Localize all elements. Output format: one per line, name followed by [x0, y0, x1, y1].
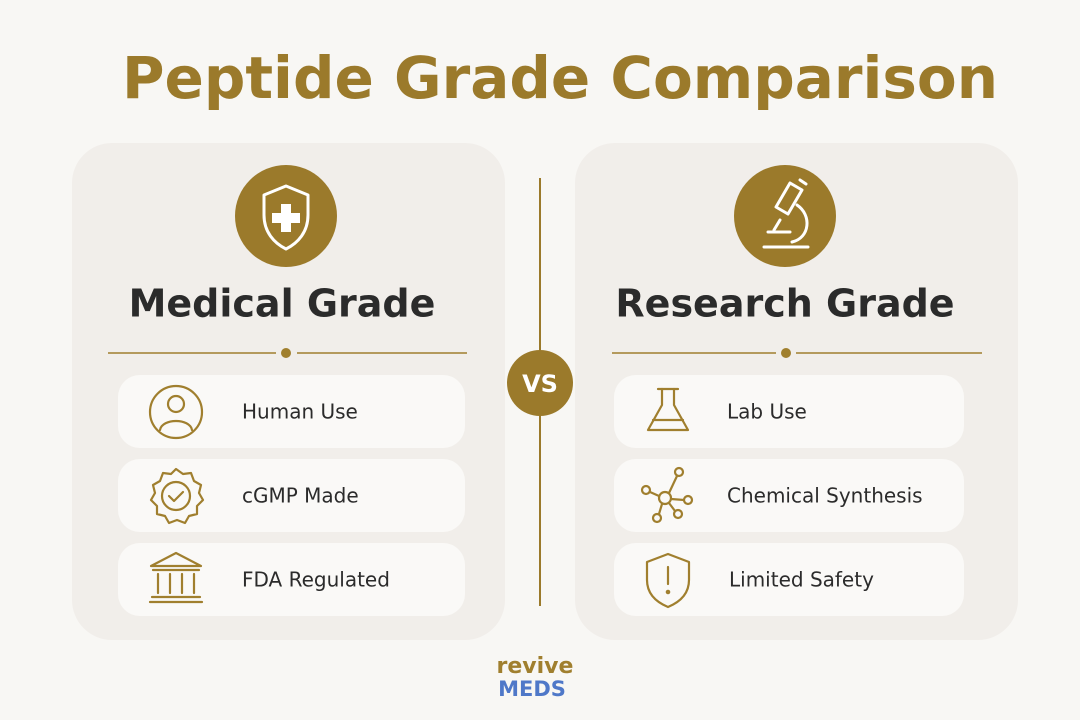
item-card — [118, 375, 465, 448]
person-icon — [148, 384, 204, 440]
flask-icon — [646, 387, 690, 432]
vs-label: VS — [522, 370, 558, 398]
microscope-icon — [762, 178, 810, 249]
page-title: Peptide Grade Comparison — [122, 44, 998, 112]
item-card — [118, 543, 465, 616]
item-label: Lab Use — [727, 400, 807, 424]
item-card — [614, 459, 964, 532]
ornament — [612, 348, 982, 358]
panel-title: Research Grade — [615, 282, 954, 326]
building-icon — [148, 551, 204, 604]
cross-icon — [272, 204, 300, 232]
item-label: Limited Safety — [729, 568, 874, 592]
molecule-icon — [640, 466, 694, 524]
item-card — [614, 375, 964, 448]
item-label: FDA Regulated — [242, 568, 390, 592]
item-label: Human Use — [242, 400, 358, 424]
item-label: Chemical Synthesis — [727, 484, 923, 508]
vs-badge — [507, 350, 573, 416]
warning-shield-icon — [645, 552, 691, 609]
shield-icon — [262, 184, 310, 251]
panel-title: Medical Grade — [129, 282, 436, 326]
logo-line: MEDS — [498, 677, 566, 701]
ornament — [108, 348, 467, 358]
item-label: cGMP Made — [242, 484, 359, 508]
panel-icon — [734, 165, 836, 267]
logo-line: revive — [497, 654, 574, 679]
item-card — [614, 543, 964, 616]
badge-icon — [149, 467, 205, 525]
item-card — [118, 459, 465, 532]
